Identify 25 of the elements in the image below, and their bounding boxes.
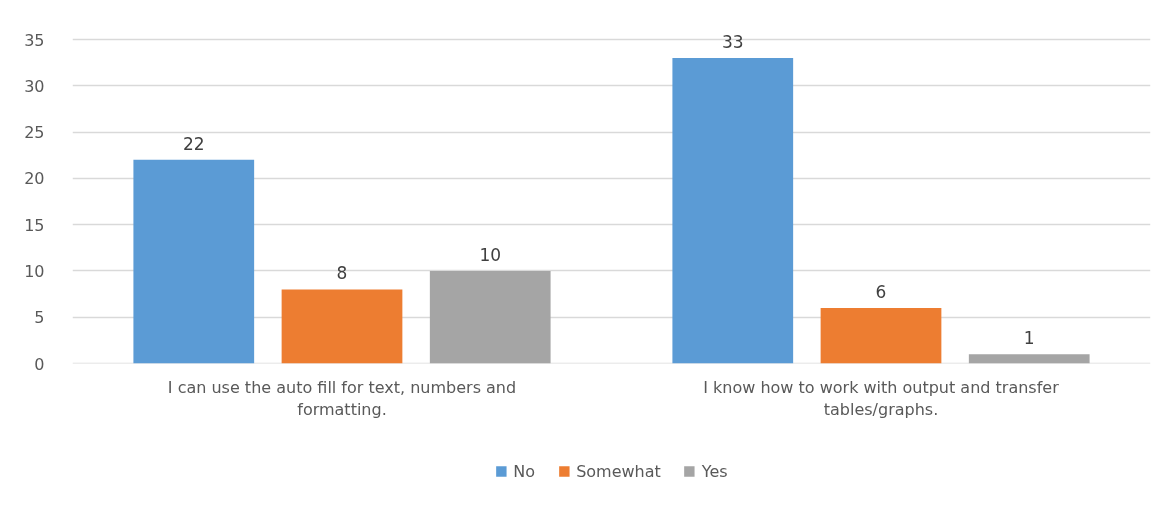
x-tick-label: I know how to work with output and transfer tables/graphs.	[703, 377, 1060, 420]
bar	[281, 289, 403, 364]
y-tick-label: 10	[24, 261, 45, 281]
bar	[429, 270, 551, 364]
legend-label: No	[513, 461, 536, 481]
y-tick-label: 0	[34, 354, 45, 374]
legend-label: Somewhat	[576, 461, 661, 481]
legend-label: Yes	[701, 461, 728, 481]
bar	[820, 307, 942, 364]
data-label: 8	[336, 263, 348, 284]
y-tick-label: 35	[24, 30, 45, 50]
bar	[968, 354, 1090, 364]
bar	[672, 58, 794, 364]
y-tick-label: 30	[24, 76, 45, 96]
x-tick-label: I can use the auto fill for text, numbers and formatting.	[167, 377, 517, 420]
data-label: 6	[875, 281, 887, 302]
y-tick-label: 20	[24, 169, 45, 189]
bar	[133, 159, 255, 364]
y-tick-label: 5	[34, 308, 45, 328]
data-label: 10	[479, 244, 502, 265]
y-tick-label: 15	[24, 215, 45, 235]
data-label: 33	[721, 32, 744, 53]
data-label: 22	[182, 133, 205, 154]
data-label: 1	[1023, 328, 1035, 349]
y-tick-label: 25	[24, 123, 45, 143]
